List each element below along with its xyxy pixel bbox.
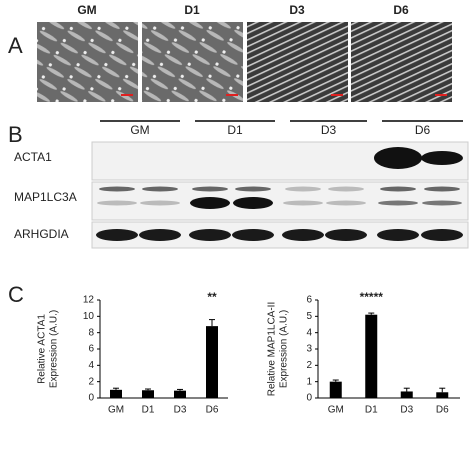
band [139,229,181,241]
panel-label: B [8,122,23,147]
group-label: D1 [227,123,243,137]
micrograph [142,22,243,102]
y-tick-label: 2 [306,360,312,371]
micrograph [247,22,348,102]
band [421,151,463,165]
band [99,186,135,192]
band [380,186,416,192]
bar [142,390,154,398]
image-label: D1 [184,3,200,17]
annotation: ***** [360,290,384,304]
x-tick-label: D3 [174,405,187,416]
band [97,200,137,206]
y-tick-label: 6 [88,344,94,355]
bar [400,391,413,398]
western-blot: GM D1 D3 D6 ACTA1 MAP1LC3A ARHGDIA [14,120,469,249]
band [283,200,323,206]
band [422,200,462,206]
y-tick-label: 0 [306,393,312,404]
band [328,186,364,192]
y-tick-label: 0 [88,393,94,404]
scale-bar [226,94,238,96]
micrograph [37,22,138,102]
scale-bar [435,94,447,96]
y-axis-label: Expression (A.U.) [279,310,290,388]
y-tick-label: 2 [88,376,94,387]
band [96,229,138,241]
x-tick-label: GM [328,405,344,416]
image-label: D3 [289,3,305,17]
y-tick-label: 6 [306,295,312,306]
x-tick-label: D6 [206,405,219,416]
bar [110,389,122,398]
group-label: GM [130,123,149,137]
x-tick-label: D3 [400,405,413,416]
band [190,197,230,209]
y-axis-label: Relative ACTA1 [37,314,48,384]
scale-bar [331,94,343,96]
band [378,200,418,206]
bar [206,326,218,398]
y-tick-label: 1 [306,376,312,387]
band [421,229,463,241]
band [285,186,321,192]
band [282,229,324,241]
y-tick-label: 4 [88,360,94,371]
x-tick-label: D1 [365,405,378,416]
image-label: GM [77,3,96,17]
x-tick-label: GM [108,405,124,416]
row-label: MAP1LC3A [14,190,77,204]
y-tick-label: 8 [88,327,94,338]
scale-bar [121,94,133,96]
y-axis-label: Relative MAP1LCA-II [267,302,278,396]
band [325,229,367,241]
band [377,229,419,241]
micrograph [351,22,452,102]
row-label: ARHGDIA [14,227,69,241]
annotation: ** [207,290,217,304]
group-label: D6 [415,123,431,137]
y-tick-label: 5 [306,311,312,322]
bar [329,381,342,398]
y-tick-label: 3 [306,344,312,355]
band [140,200,180,206]
band [232,229,274,241]
y-tick-label: 12 [83,295,95,306]
y-axis-label: Expression (A.U.) [49,310,60,388]
y-tick-label: 10 [83,311,95,322]
bar [436,392,449,398]
band [189,229,231,241]
band [326,200,366,206]
y-tick-label: 4 [306,327,312,338]
bar [174,390,186,398]
band [142,186,178,192]
panel-label: C [8,282,24,307]
row-label: ACTA1 [14,150,52,164]
micrographs: GM D1 D3 D6 [37,3,452,102]
image-label: D6 [393,3,409,17]
band [424,186,460,192]
band [235,186,271,192]
band [192,186,228,192]
band [233,197,273,209]
x-tick-label: D1 [142,405,155,416]
band [374,147,422,169]
group-label: D3 [321,123,337,137]
panel-label: A [8,33,23,58]
x-tick-label: D6 [436,405,449,416]
bar [365,314,378,398]
